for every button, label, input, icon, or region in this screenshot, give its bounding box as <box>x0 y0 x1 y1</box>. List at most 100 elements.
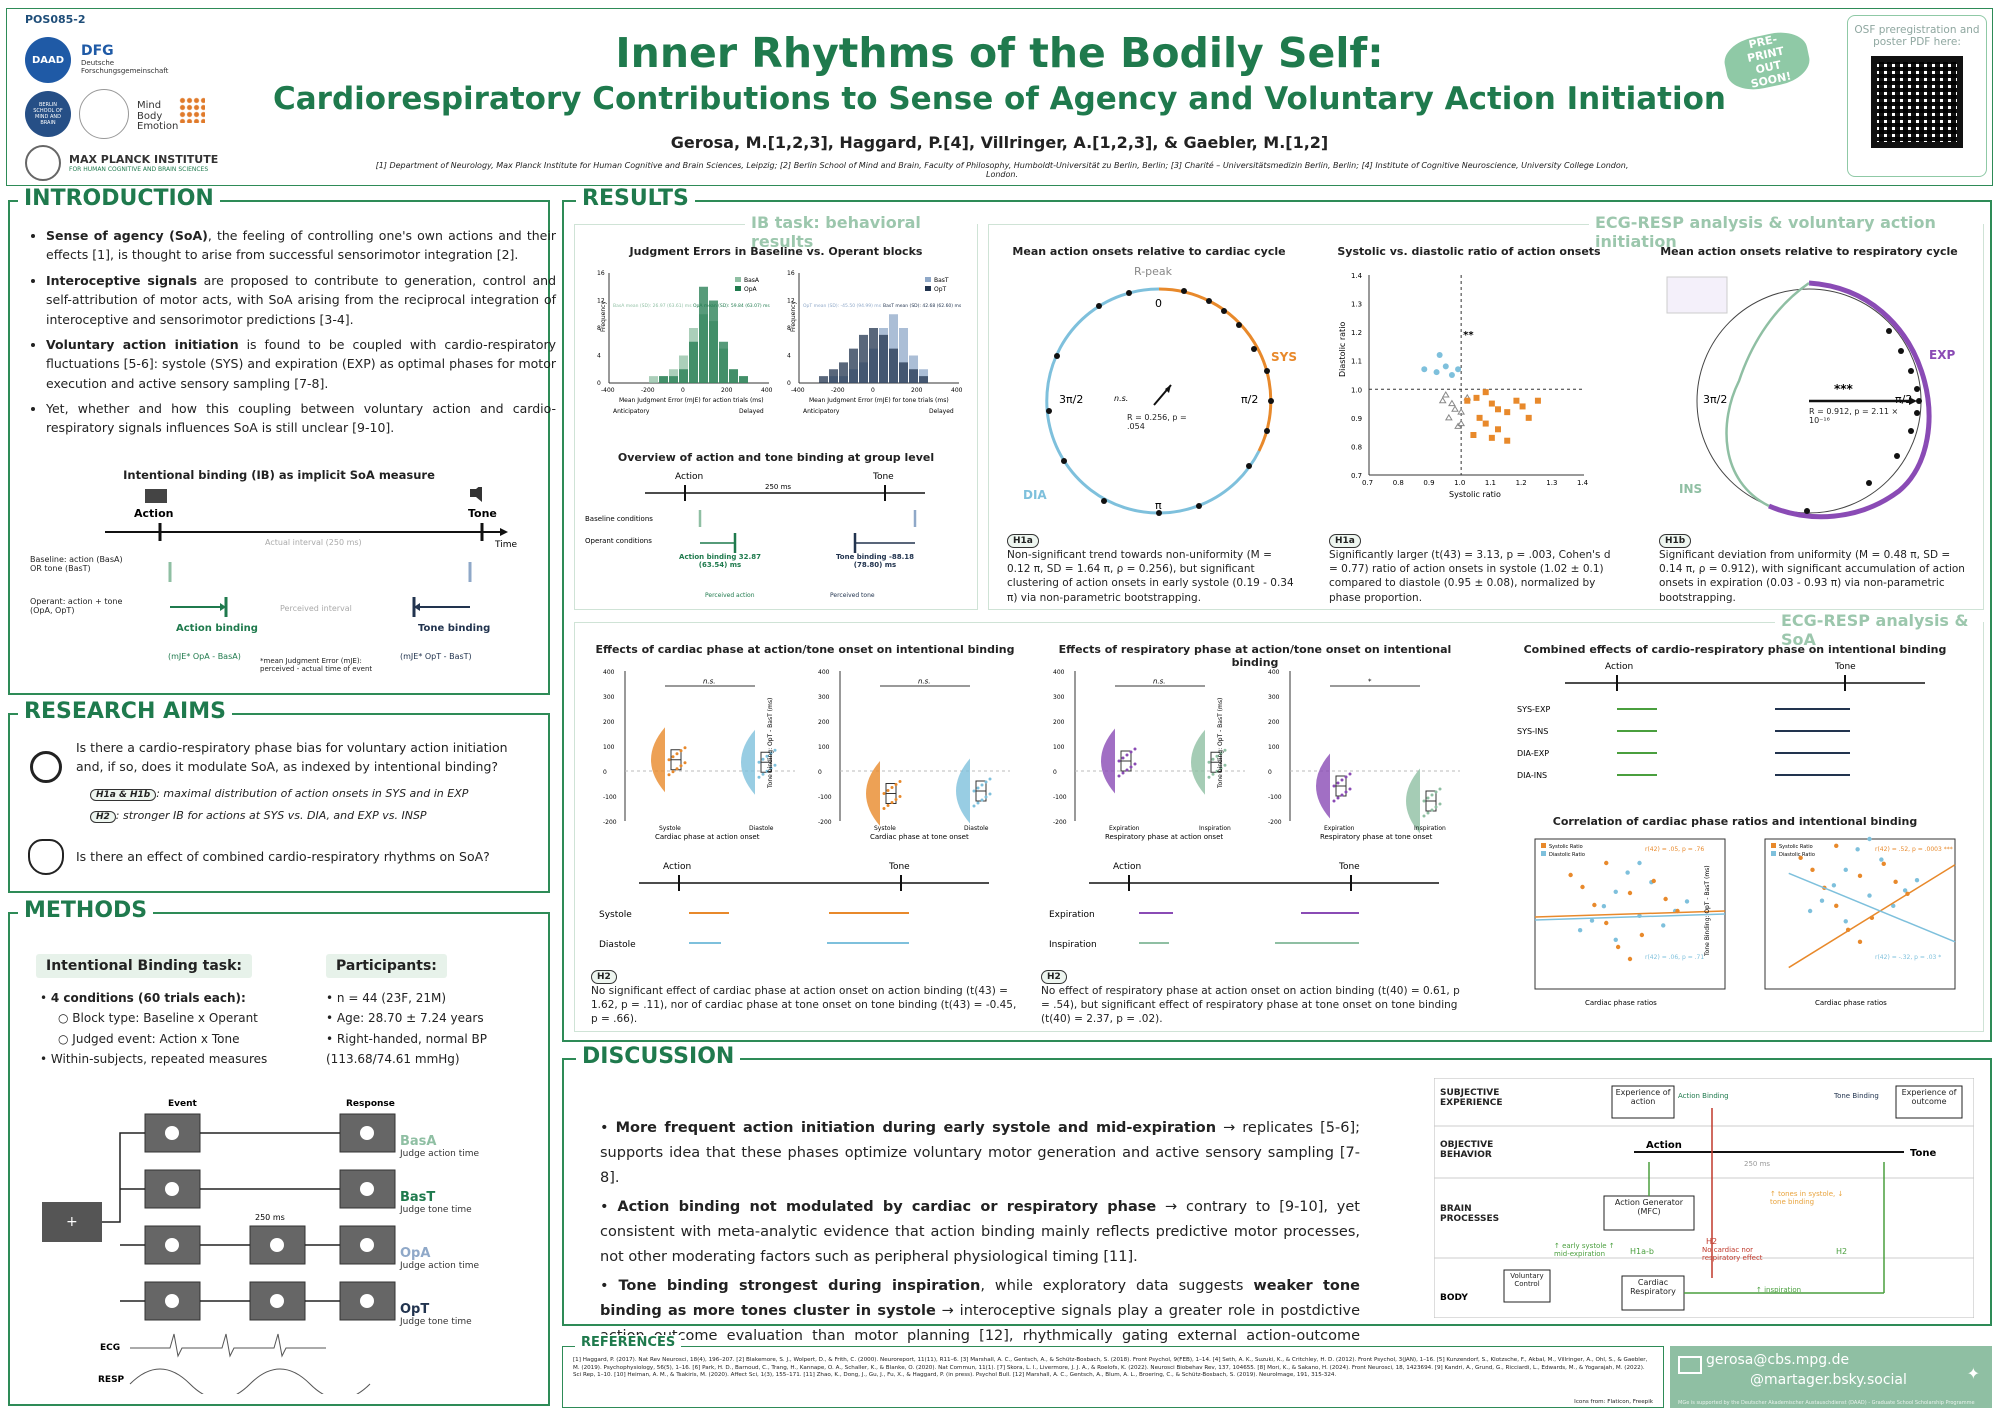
combo-label: DIA-INS <box>1517 771 1547 780</box>
rain-point <box>679 764 683 768</box>
contact-email[interactable]: gerosa@cbs.mpg.de <box>1706 1352 1850 1368</box>
corr-point-systolic <box>1857 939 1863 945</box>
svg-text:π: π <box>1155 499 1162 512</box>
h2-cardiac-caption: H2 No significant effect of cardiac phase… <box>591 970 1017 1026</box>
references-text: [1] Haggard, P. (2017). Nat Rev Neurosci… <box>573 1357 1648 1379</box>
rain-category: Diastole <box>749 825 774 832</box>
hist-bar <box>689 341 698 383</box>
cond-basa: BasA Judge action time <box>400 1134 480 1159</box>
corr-legend-label: Diastolic Ratio <box>1779 852 1815 858</box>
lungs-heart-icon <box>28 839 64 875</box>
rain-point <box>1215 769 1219 773</box>
corr-point-diastolic <box>1855 847 1860 852</box>
hist-tick-label: 200 <box>721 387 733 394</box>
cardiac-cycle-title: Mean action onsets relative to cardiac c… <box>1012 245 1286 258</box>
hist-annotation: BasT mean (SD): 42.68 (62.60) ms <box>883 303 962 309</box>
aims-box: RESEARCH AIMS Is there a cardio-respirat… <box>8 699 550 893</box>
h1a-cardiac-caption: H1a Non-significant trend towards non-uni… <box>1007 534 1294 604</box>
legend-swatch <box>925 277 931 282</box>
svg-text:RESP: RESP <box>98 1375 125 1385</box>
ratio-point <box>1442 363 1449 370</box>
resp-ib-title: Effects of respiratory phase at action/t… <box>1058 643 1452 669</box>
osf-box[interactable]: OSF preregistration and poster PDF here: <box>1847 15 1987 177</box>
hist-tick-label: 4 <box>787 353 791 360</box>
rain-y-tick: 200 <box>603 719 615 726</box>
svg-text:0: 0 <box>1155 297 1162 310</box>
rain-point <box>1129 750 1133 754</box>
hist-bar <box>739 376 748 383</box>
overview-diagram: Action Tone 250 ms Baseline conditions O… <box>585 472 925 599</box>
hist-bar <box>669 376 678 383</box>
ratio-point <box>1504 437 1511 444</box>
svg-text:Action Binding: Action Binding <box>1678 1092 1729 1100</box>
rain-y-tick: -200 <box>818 819 832 826</box>
resp-cycle-title: Mean action onsets relative to respirato… <box>1660 245 1958 258</box>
contact-bluesky[interactable]: @martager.bsky.social <box>1750 1372 1907 1388</box>
rain-point <box>1434 790 1438 794</box>
rain-point <box>1121 771 1125 775</box>
hist-tick-label: 0 <box>681 387 685 394</box>
hist-bar <box>899 328 908 383</box>
discussion-point-2: • Action binding not modulated by cardia… <box>600 1198 1360 1265</box>
cond-opt: OpT Judge tone time <box>400 1302 472 1327</box>
hist-ylabel: Frequency <box>600 301 607 332</box>
rain-point <box>769 751 773 755</box>
rain-ylabel: Tone binding: OpT - BasT (ms) <box>767 698 774 789</box>
combo-label: DIA-EXP <box>1517 749 1549 758</box>
rain-point <box>886 789 890 792</box>
resp-polar-plot: EXP INS 3π/2 π/2 *** R = 0.912, p = 2.11… <box>1666 276 1955 520</box>
rain-point <box>1219 751 1223 755</box>
hist-bar <box>869 328 878 383</box>
svg-text:n.s.: n.s. <box>1114 394 1128 403</box>
corr-legend-swatch <box>1771 851 1776 856</box>
rain-point <box>671 755 675 759</box>
ratio-point <box>1433 369 1440 376</box>
ratio-scatter: 0.7 0.8 0.9 1.0 1.1 1.2 1.3 1.4 0.7 0.8 0.9 1.0 1.1 1… <box>1339 272 1589 499</box>
mpi-logo: MAX PLANCK INSTITUTE FOR HUMAN COGNITIVE … <box>25 145 218 181</box>
corr-point-systolic <box>1651 878 1656 884</box>
hist-xlabel: Mean Judgment Error (mJE) for tone trial… <box>809 397 949 404</box>
rain-y-tick: 0 <box>1268 769 1272 776</box>
svg-text:Response: Response <box>346 1099 395 1109</box>
corr-point-systolic <box>1663 896 1668 902</box>
corr-point-systolic <box>1627 956 1633 962</box>
rain-sig: * <box>1368 678 1372 686</box>
rain-point <box>1434 805 1438 809</box>
rain-point <box>984 780 988 784</box>
rain-point <box>675 752 679 756</box>
svg-text:(mJE* OpA - BasA): (mJE* OpA - BasA) <box>168 652 241 661</box>
hist-tick-label: 0 <box>597 380 601 387</box>
references-title: REFERENCES <box>575 1335 682 1350</box>
qr-code[interactable] <box>1871 56 1963 148</box>
ib-action-label: Action <box>134 507 173 520</box>
ratio-y-tick: 1.3 <box>1351 301 1362 309</box>
rain-category: Expiration <box>1324 825 1355 832</box>
rain-point <box>1340 793 1344 797</box>
svg-text:Inspiration: Inspiration <box>1049 940 1097 950</box>
discussion-model-diagram: SUBJECTIVE EXPERIENCE OBJECTIVE BEHAVIOR… <box>1434 1078 1974 1318</box>
corr-point-systolic <box>1627 890 1633 896</box>
rain-point <box>1336 781 1340 785</box>
mbe-logo: Mind Body Emotion <box>137 100 179 132</box>
rain-y-tick: 400 <box>603 669 615 676</box>
rain-y-tick: 300 <box>818 694 830 701</box>
svg-text:Tone Binding: Tone Binding <box>1833 1092 1879 1100</box>
corr-point-diastolic <box>1843 867 1848 873</box>
hist-bar <box>699 286 708 383</box>
rain-point <box>773 763 777 767</box>
rain-point <box>671 770 675 774</box>
rain-point <box>679 749 683 753</box>
svg-text:SYS: SYS <box>1271 350 1297 364</box>
svg-text:ECG: ECG <box>100 1343 120 1353</box>
corr-point-diastolic <box>1831 883 1837 888</box>
rain-xlabel: Respiratory phase at tone onset <box>1320 833 1433 841</box>
contact-box: gerosa@cbs.mpg.de @martager.bsky.social … <box>1670 1346 1992 1408</box>
corr-point-diastolic <box>1684 899 1690 904</box>
rain-point <box>882 792 886 795</box>
svg-text:BODY: BODY <box>1440 1293 1468 1303</box>
ratio-x-tick: 0.8 <box>1393 479 1404 487</box>
corr-point-diastolic <box>1902 888 1908 893</box>
legend-label: BasT <box>934 277 949 284</box>
references-box: REFERENCES [1] Haggard, P. (2017). Nat R… <box>562 1335 1664 1408</box>
hist-bar <box>829 369 838 383</box>
